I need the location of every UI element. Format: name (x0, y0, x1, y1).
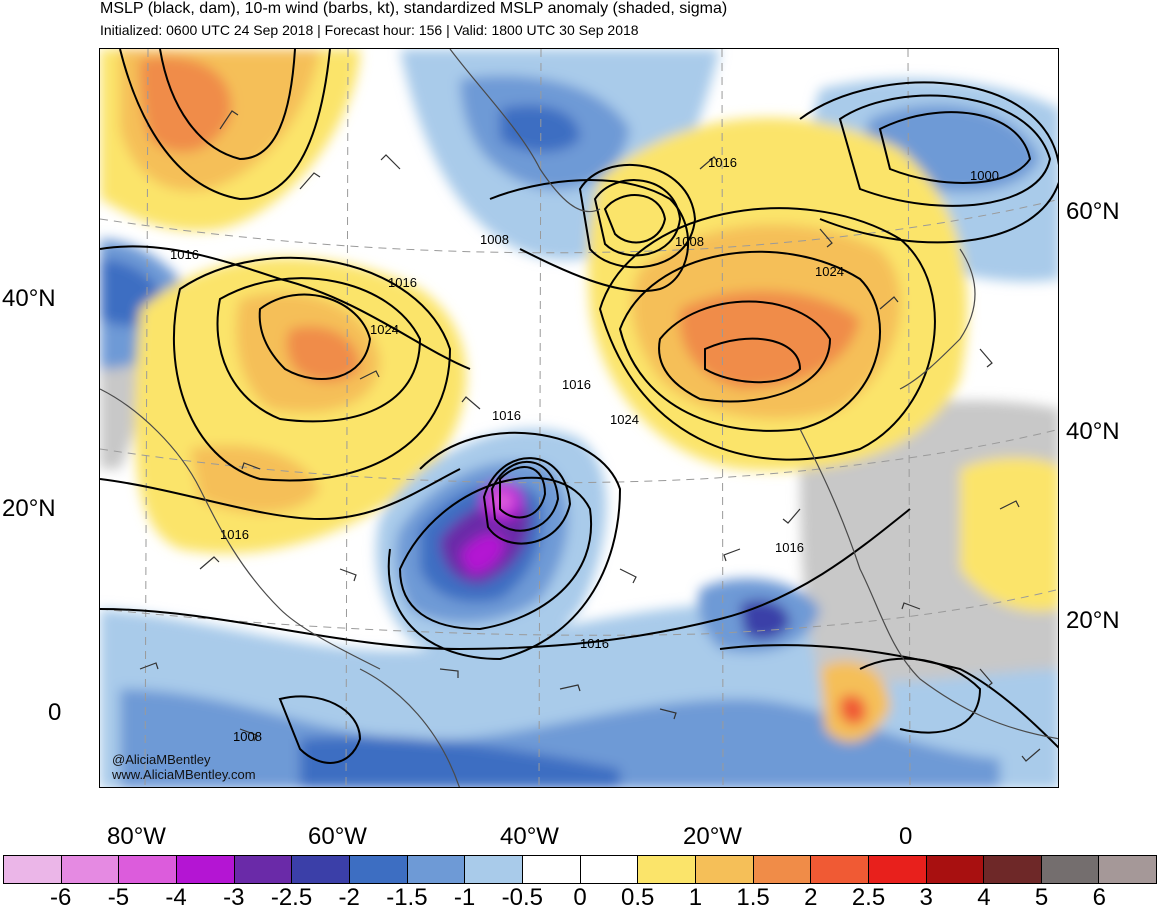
lat-label: 60°N (1066, 198, 1120, 225)
colorbar-swatch (234, 856, 293, 883)
contour-label: 1000 (970, 168, 999, 183)
map-canvas: 1016 1016 1024 1008 1008 1016 1024 1000 … (100, 49, 1058, 787)
contour-label: 1016 (388, 275, 417, 290)
watermark-handle: @AliciaMBentley (112, 752, 211, 767)
colorbar-tick-label: -2 (338, 884, 360, 911)
colorbar-swatch (580, 856, 639, 883)
contour-label: 1008 (675, 234, 704, 249)
contour-label: 1016 (580, 636, 609, 651)
contour-label: 1024 (370, 322, 399, 337)
colorbar-tick-label: -1.5 (386, 884, 428, 911)
colorbar-tick-label: 2.5 (851, 884, 886, 911)
chart-subtitle: Initialized: 0600 UTC 24 Sep 2018 | Fore… (100, 22, 639, 38)
colorbar-swatch (695, 856, 754, 883)
lat-label: 0 (48, 699, 62, 726)
contour-label: 1016 (562, 377, 591, 392)
isobars (100, 49, 1058, 764)
coastlines (100, 49, 1058, 787)
colorbar-swatch (292, 856, 350, 883)
colorbar-tick-label: 6 (1092, 884, 1106, 911)
contour-label: 1016 (492, 408, 521, 423)
colorbar-swatch (1099, 856, 1157, 883)
contour-label: 1024 (610, 412, 639, 427)
contour-labels: 1016 1016 1024 1008 1008 1016 1024 1000 … (170, 155, 999, 744)
contour-label: 1016 (220, 527, 249, 542)
lat-label: 40°N (1066, 418, 1120, 445)
colorbar-swatch (4, 856, 62, 883)
colorbar-tick-label: -2.5 (270, 884, 313, 911)
colorbar-tick-label: 0.5 (621, 884, 655, 911)
contour-label: 1016 (775, 540, 804, 555)
colorbar-tick-label: 2 (804, 884, 818, 911)
colorbar-tick-label: 5 (1034, 884, 1049, 911)
colorbar-tick-label: -3 (223, 884, 245, 911)
contour-label: 1016 (170, 247, 199, 262)
colorbar-swatch (407, 856, 466, 883)
colorbar-tick-label: -6 (50, 884, 72, 911)
chart-title: MSLP (black, dam), 10-m wind (barbs, kt)… (100, 0, 728, 17)
anomaly-shading (100, 49, 1058, 787)
watermark-url: www.AliciaMBentley.com (112, 767, 256, 782)
colorbar-tick-label: -5 (107, 884, 130, 911)
graticule (100, 49, 1058, 787)
lat-label: 40°N (2, 285, 56, 312)
colorbar-tick-label: -1 (453, 884, 476, 911)
lon-label: 60°W (308, 823, 367, 850)
colorbar (3, 855, 1157, 884)
colorbar-swatch (522, 856, 581, 883)
contour-label: 1008 (480, 232, 509, 247)
colorbar-swatch (753, 856, 812, 883)
colorbar-swatch (465, 856, 523, 883)
colorbar-swatch (349, 856, 408, 883)
colorbar-swatch (61, 856, 120, 883)
contour-label: 1024 (815, 264, 844, 279)
lat-label: 20°N (1066, 607, 1120, 634)
lon-label: 40°W (500, 823, 559, 850)
colorbar-tick-label: 3 (919, 884, 933, 911)
colorbar-swatch (868, 856, 927, 883)
colorbar-swatch (984, 856, 1042, 883)
contour-label: 1016 (708, 155, 737, 170)
colorbar-swatch (638, 856, 696, 883)
colorbar-tick-label: 0 (573, 884, 587, 911)
lat-label: 20°N (2, 495, 56, 522)
colorbar-swatch (926, 856, 985, 883)
lon-label: 80°W (107, 823, 166, 850)
colorbar-tick-label: 1 (688, 884, 703, 911)
contour-label: 1008 (233, 729, 262, 744)
lon-label: 0 (899, 823, 913, 850)
colorbar-tick-label: 1.5 (736, 884, 770, 911)
colorbar-tick-label: -0.5 (501, 884, 543, 911)
colorbar-swatch (176, 856, 235, 883)
colorbar-swatch (811, 856, 869, 883)
colorbar-tick-label: -4 (165, 884, 187, 911)
colorbar-swatch (119, 856, 177, 883)
map-panel: 1016 1016 1024 1008 1008 1016 1024 1000 … (99, 48, 1059, 788)
colorbar-tick-label: 4 (977, 884, 991, 911)
lon-label: 20°W (683, 823, 742, 850)
colorbar-swatch (1041, 856, 1100, 883)
wind-barbs (139, 110, 1041, 762)
